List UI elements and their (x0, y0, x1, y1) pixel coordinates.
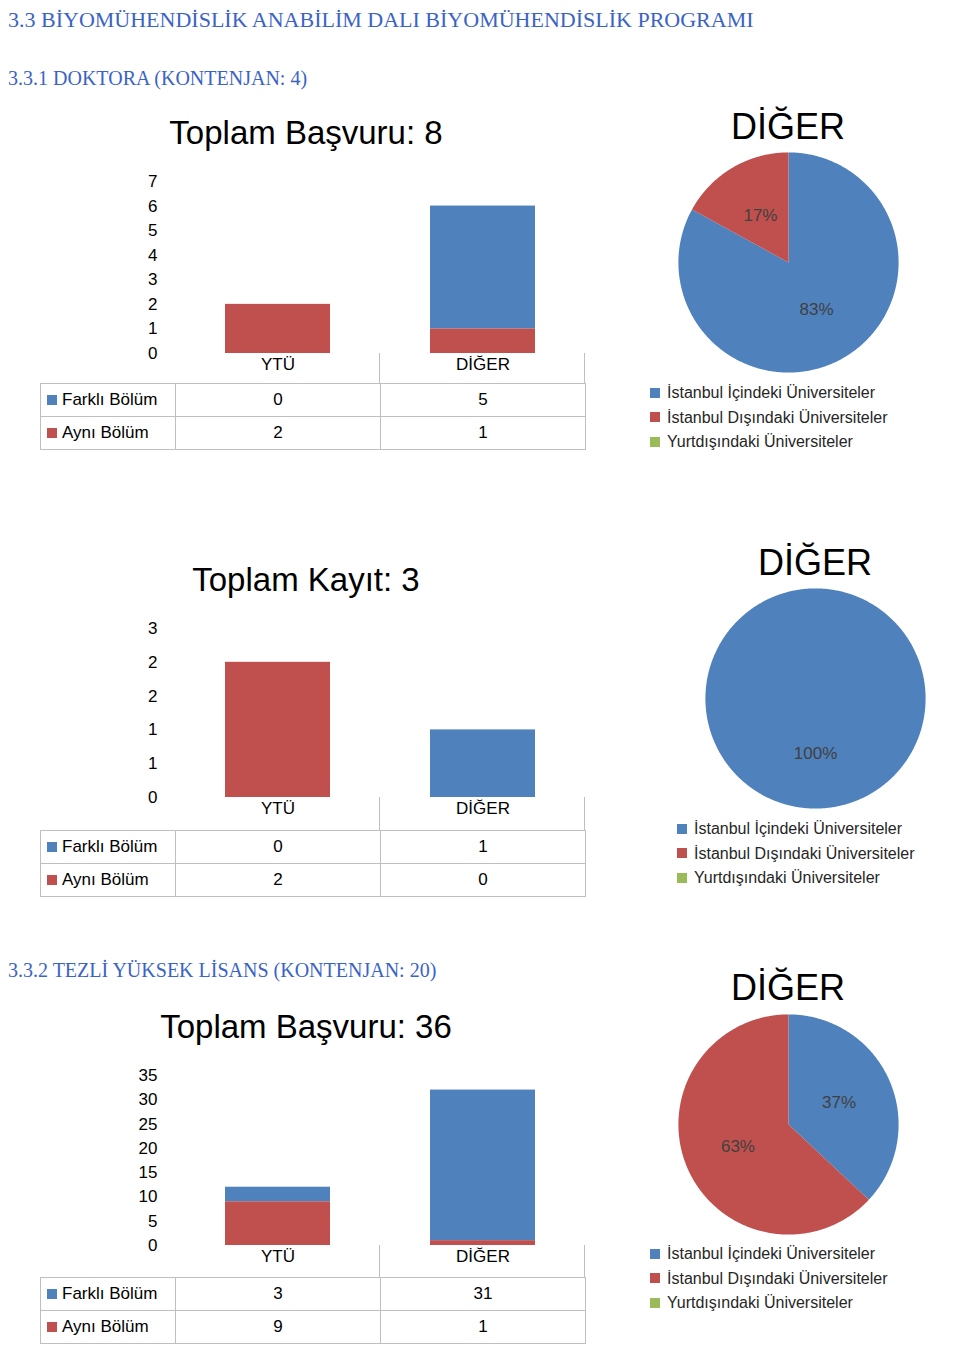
svg-text:4: 4 (148, 246, 157, 265)
svg-text:DİĞER: DİĞER (456, 1247, 510, 1266)
html-text:Toplam Kayıt: 3: Toplam Kayıt: 3 (192, 561, 420, 598)
svg-text:YTÜ: YTÜ (261, 799, 295, 818)
svg-text:DİĞER: DİĞER (456, 799, 510, 818)
svg-text:0: 0 (148, 1236, 157, 1255)
svg-text:3: 3 (148, 270, 157, 289)
html-text:Aynı Bölüm: Aynı Bölüm (62, 870, 149, 889)
svg-text:DİĞER: DİĞER (456, 355, 510, 374)
html-text:Yurtdışındaki Üniversiteler: Yurtdışındaki Üniversiteler (694, 869, 880, 886)
svg-text:2: 2 (148, 653, 157, 672)
html-text:1: 1 (478, 837, 488, 856)
html-text:1: 1 (478, 1317, 488, 1336)
html-text:İstanbul Dışındaki Üniversitel: İstanbul Dışındaki Üniversiteler (667, 1269, 888, 1287)
svg-text:30: 30 (139, 1090, 158, 1109)
html-text:İstanbul Dışındaki Üniversitel: İstanbul Dışındaki Üniversiteler (667, 408, 888, 426)
svg-text:25: 25 (139, 1115, 158, 1134)
svg-text:6: 6 (148, 197, 157, 216)
svg-text:0: 0 (148, 344, 157, 363)
svg-text:2: 2 (148, 687, 157, 706)
svg-text:10: 10 (139, 1187, 158, 1206)
html-text:İstanbul İçindeki Üniversitele: İstanbul İçindeki Üniversiteler (667, 1245, 876, 1262)
html-text:İstanbul Dışındaki Üniversitel: İstanbul Dışındaki Üniversiteler (694, 844, 915, 862)
svg-text:2: 2 (148, 295, 157, 314)
html-text:5: 5 (478, 390, 488, 409)
html-text:3.3.2 TEZLİ YÜKSEK LİSANS (KON: 3.3.2 TEZLİ YÜKSEK LİSANS (KONTENJAN: 20… (8, 959, 437, 981)
html-text:31: 31 (473, 1284, 493, 1303)
svg-text:17%: 17% (743, 206, 777, 225)
svg-text:35: 35 (139, 1066, 158, 1085)
html-text:3.3 BİYOMÜHENDİSLİK ANABİLİM D: 3.3 BİYOMÜHENDİSLİK ANABİLİM DALI BİYOMÜ… (8, 7, 754, 32)
html-text:0: 0 (273, 837, 283, 856)
svg-text:1: 1 (148, 754, 157, 773)
html-text:2: 2 (273, 423, 283, 442)
html-text:DİĞER: DİĞER (758, 542, 872, 583)
svg-text:1: 1 (148, 720, 157, 739)
html-text:0: 0 (478, 870, 488, 889)
svg-text:37%: 37% (822, 1093, 856, 1112)
svg-text:YTÜ: YTÜ (261, 355, 295, 374)
html-text:3.3.1 DOKTORA (KONTENJAN: 4): 3.3.1 DOKTORA (KONTENJAN: 4) (8, 67, 308, 89)
html-text:Toplam Başvuru: 8: Toplam Başvuru: 8 (169, 114, 443, 151)
html-text:İstanbul İçindeki Üniversitele: İstanbul İçindeki Üniversiteler (667, 384, 876, 401)
svg-text:100%: 100% (794, 744, 837, 763)
html-text:3: 3 (273, 1284, 283, 1303)
svg-text:15: 15 (139, 1163, 158, 1182)
html-text:9: 9 (273, 1317, 283, 1336)
svg-text:83%: 83% (800, 300, 834, 319)
svg-text:3: 3 (148, 619, 157, 638)
html-text:Toplam Başvuru: 36: Toplam Başvuru: 36 (160, 1008, 452, 1045)
html-text:Farklı Bölüm: Farklı Bölüm (62, 837, 158, 856)
html-text:DİĞER: DİĞER (731, 967, 845, 1008)
svg-text:63%: 63% (721, 1137, 755, 1156)
svg-text:5: 5 (148, 221, 157, 240)
html-text:Aynı Bölüm: Aynı Bölüm (62, 423, 149, 442)
html-text:Yurtdışındaki Üniversiteler: Yurtdışındaki Üniversiteler (667, 1294, 853, 1311)
html-text:Aynı Bölüm: Aynı Bölüm (62, 1317, 149, 1336)
html-text:Farklı Bölüm: Farklı Bölüm (62, 1284, 158, 1303)
html-text:Farklı Bölüm: Farklı Bölüm (62, 390, 158, 409)
svg-text:0: 0 (148, 788, 157, 807)
svg-text:YTÜ: YTÜ (261, 1247, 295, 1266)
html-text:1: 1 (478, 423, 488, 442)
html-text:Yurtdışındaki Üniversiteler: Yurtdışındaki Üniversiteler (667, 433, 853, 450)
html-text:2: 2 (273, 870, 283, 889)
svg-text:7: 7 (148, 172, 157, 191)
html-text:0: 0 (273, 390, 283, 409)
svg-text:1: 1 (148, 319, 157, 338)
html-text:DİĞER: DİĞER (731, 106, 845, 147)
html-text:İstanbul İçindeki Üniversitele: İstanbul İçindeki Üniversiteler (694, 820, 903, 837)
svg-text:5: 5 (148, 1212, 157, 1231)
svg-text:20: 20 (139, 1139, 158, 1158)
